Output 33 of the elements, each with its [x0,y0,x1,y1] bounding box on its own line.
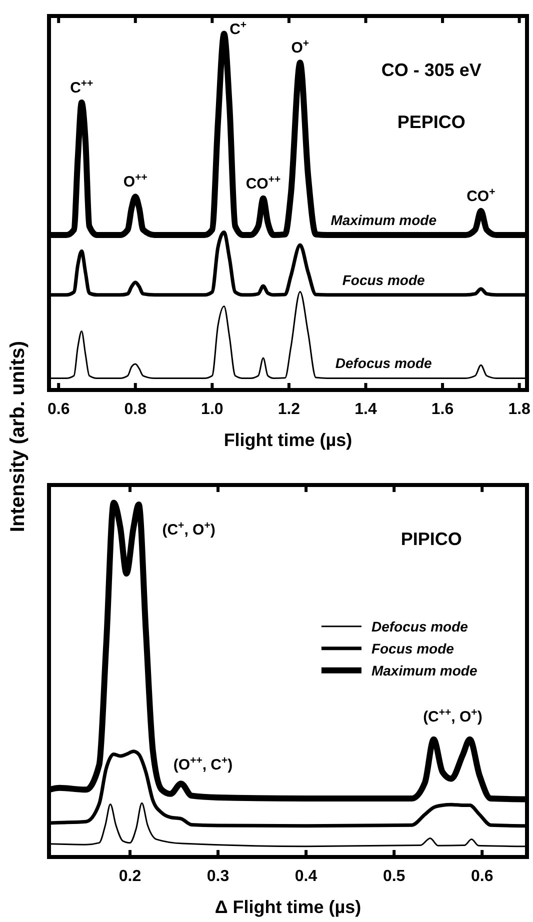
x-tick-label: 0.3 [206,868,230,885]
annotation: O$^{++}$ [123,172,148,191]
x-axis-title: Δ Flight time (µs) [214,897,362,917]
annotation: CO$^{++}$ [246,173,281,192]
annotation: CO - 305 eV [381,60,482,80]
x-tick-label: 0.5 [382,868,406,885]
x-axis-title: Flight time (µs) [224,430,352,450]
legend-label: Defocus mode [371,618,468,634]
annotation: PEPICO [397,112,466,132]
y-axis-title: Intensity (arb. units) [7,340,29,532]
series-label: Maximum mode [330,212,437,228]
x-tick-label: 0.2 [118,868,142,885]
x-tick-label: 0.6 [470,868,494,885]
x-tick-label: 1.0 [201,401,224,418]
legend-label: Maximum mode [371,662,478,678]
annotation: C$^{++}$ [70,78,94,97]
x-tick-label: 0.6 [47,401,70,418]
x-tick-label: 1.2 [278,401,300,418]
annotation: (C$^{++}$, O$^{+}$) [423,706,482,726]
legend-label: Focus mode [371,640,454,656]
annotation: (C$^{+}$, O$^{+}$) [162,519,216,538]
annotation: O$^{+}$ [291,38,309,57]
annotation: CO$^{+}$ [466,186,496,205]
x-tick-label: 0.4 [294,868,318,885]
annotation: C$^{+}$ [230,18,247,38]
x-tick-label: 1.8 [508,401,531,418]
x-tick-label: 1.6 [431,401,454,418]
x-tick-label: 0.8 [124,401,147,418]
x-tick-label: 1.4 [354,401,377,418]
annotation: (O$^{++}$, C$^{+}$) [173,754,233,774]
annotation: PIPICO [400,529,462,549]
series-label: Defocus mode [335,355,432,372]
series-label: Focus mode [342,272,426,288]
